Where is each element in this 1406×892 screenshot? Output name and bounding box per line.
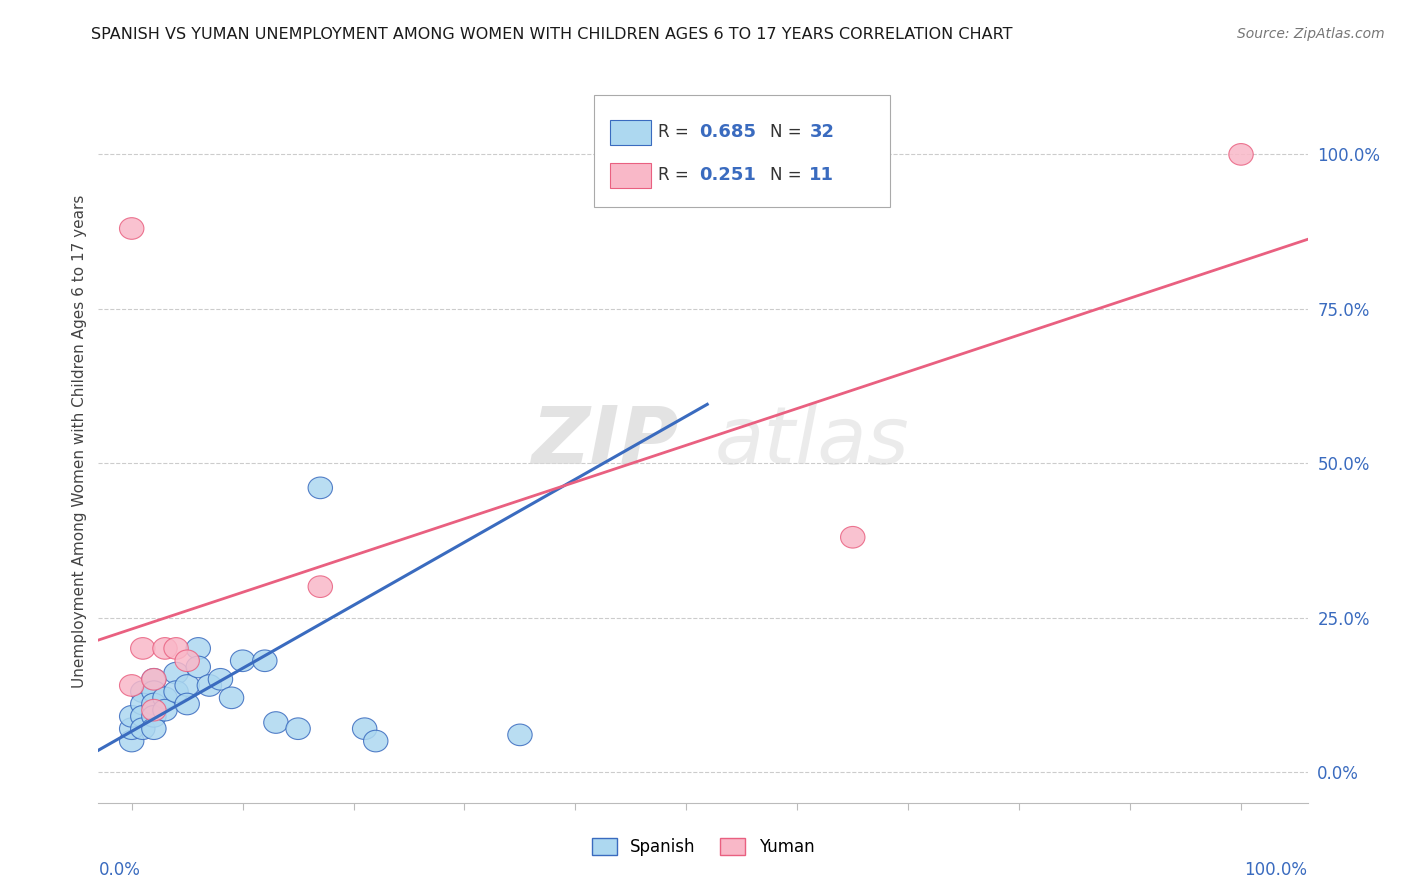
Ellipse shape	[508, 724, 531, 746]
Ellipse shape	[142, 681, 166, 703]
Ellipse shape	[285, 718, 311, 739]
Ellipse shape	[253, 650, 277, 672]
Ellipse shape	[142, 668, 166, 690]
Ellipse shape	[841, 526, 865, 548]
Ellipse shape	[231, 650, 254, 672]
Text: 32: 32	[810, 122, 834, 141]
Text: ZIP: ZIP	[531, 402, 679, 481]
Ellipse shape	[142, 706, 166, 727]
Ellipse shape	[131, 718, 155, 739]
FancyBboxPatch shape	[610, 120, 651, 145]
FancyBboxPatch shape	[595, 95, 890, 207]
Ellipse shape	[142, 693, 166, 714]
Ellipse shape	[142, 718, 166, 739]
Text: atlas: atlas	[716, 402, 910, 481]
Ellipse shape	[197, 674, 222, 697]
Y-axis label: Unemployment Among Women with Children Ages 6 to 17 years: Unemployment Among Women with Children A…	[72, 194, 87, 689]
Ellipse shape	[264, 712, 288, 733]
Ellipse shape	[120, 731, 143, 752]
Text: 100.0%: 100.0%	[1244, 861, 1308, 879]
Ellipse shape	[120, 218, 143, 239]
Ellipse shape	[153, 638, 177, 659]
Legend: Spanish, Yuman: Spanish, Yuman	[585, 831, 821, 863]
Ellipse shape	[186, 638, 211, 659]
Ellipse shape	[120, 706, 143, 727]
Ellipse shape	[120, 674, 143, 697]
Ellipse shape	[142, 699, 166, 721]
Text: 11: 11	[810, 166, 834, 184]
Ellipse shape	[120, 718, 143, 739]
Ellipse shape	[165, 638, 188, 659]
Ellipse shape	[174, 674, 200, 697]
Ellipse shape	[142, 668, 166, 690]
Ellipse shape	[1229, 144, 1253, 165]
Text: 0.685: 0.685	[699, 122, 756, 141]
Ellipse shape	[153, 699, 177, 721]
Ellipse shape	[219, 687, 243, 708]
Ellipse shape	[131, 681, 155, 703]
Text: R =: R =	[658, 166, 695, 184]
Ellipse shape	[186, 657, 211, 678]
Ellipse shape	[174, 693, 200, 714]
Text: N =: N =	[769, 166, 807, 184]
Ellipse shape	[131, 693, 155, 714]
Text: 0.0%: 0.0%	[98, 861, 141, 879]
Ellipse shape	[308, 477, 332, 499]
Text: N =: N =	[769, 122, 807, 141]
Ellipse shape	[673, 144, 699, 165]
Text: SPANISH VS YUMAN UNEMPLOYMENT AMONG WOMEN WITH CHILDREN AGES 6 TO 17 YEARS CORRE: SPANISH VS YUMAN UNEMPLOYMENT AMONG WOME…	[91, 27, 1012, 42]
Ellipse shape	[208, 668, 232, 690]
Ellipse shape	[131, 638, 155, 659]
Ellipse shape	[131, 706, 155, 727]
Text: R =: R =	[658, 122, 695, 141]
FancyBboxPatch shape	[610, 163, 651, 188]
Ellipse shape	[165, 681, 188, 703]
Ellipse shape	[174, 650, 200, 672]
Ellipse shape	[165, 662, 188, 684]
Ellipse shape	[353, 718, 377, 739]
Ellipse shape	[153, 687, 177, 708]
Ellipse shape	[364, 731, 388, 752]
Ellipse shape	[308, 576, 332, 598]
Text: Source: ZipAtlas.com: Source: ZipAtlas.com	[1237, 27, 1385, 41]
Text: 0.251: 0.251	[699, 166, 756, 184]
